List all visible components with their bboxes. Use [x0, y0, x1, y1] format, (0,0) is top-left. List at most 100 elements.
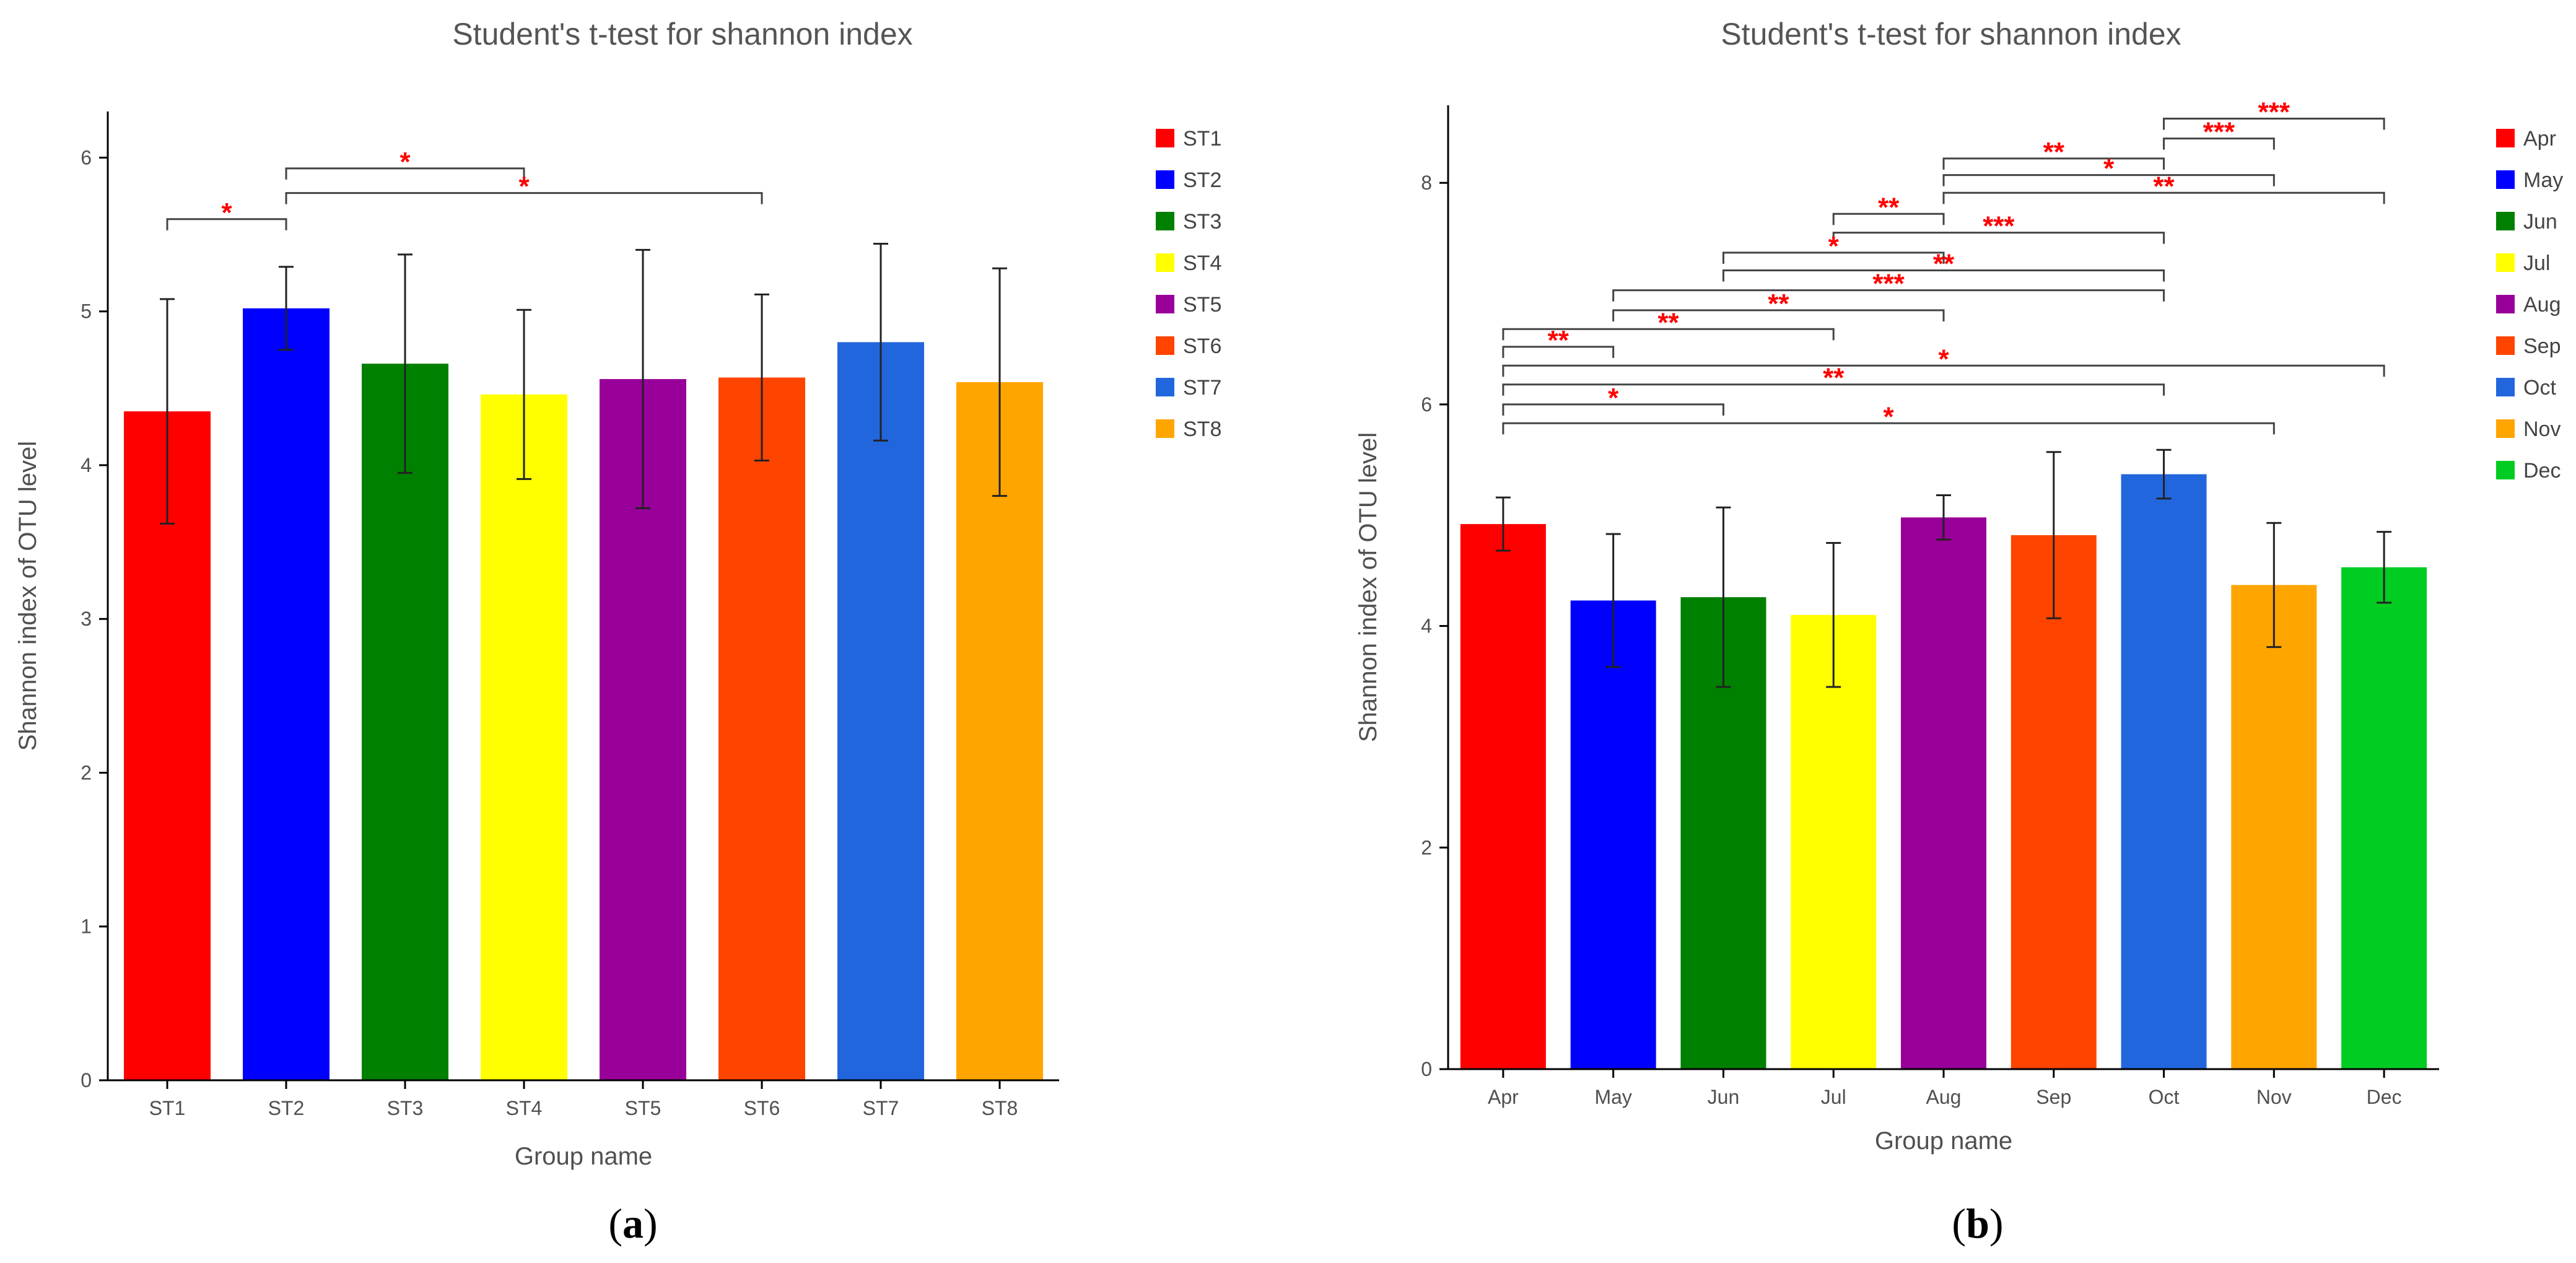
significance-label: * [1608, 383, 1619, 413]
caption-b-letter: b [1966, 1200, 1989, 1247]
significance-bracket-aug-oct [1942, 157, 2165, 170]
legend-label-oct: Oct [2523, 376, 2556, 400]
x-tick-label: May [1594, 1086, 1631, 1108]
x-axis-title: Group name [515, 1143, 652, 1170]
caption-b: (b) [1952, 1200, 2003, 1247]
significance-bracket-oct-dec [2163, 117, 2385, 130]
significance-label: ** [1933, 248, 1955, 279]
significance-label: * [221, 198, 232, 228]
significance-bracket-apr-jul [1502, 328, 1835, 341]
x-tick-label: ST8 [982, 1097, 1018, 1119]
bar-st7 [837, 342, 924, 1080]
significance-bracket-may-aug [1612, 309, 1945, 321]
legend-label-apr: Apr [2523, 127, 2556, 151]
bar-may [1570, 600, 1656, 1069]
significance-bracket-st2-st6 [285, 192, 763, 204]
y-tick-label: 6 [81, 146, 92, 168]
bar-oct [2121, 474, 2207, 1069]
legend-swatch-st7 [1156, 378, 1174, 396]
legend-label-st2: ST2 [1183, 168, 1221, 192]
significance-label: ** [1548, 325, 1570, 356]
significance-bracket-apr-nov [1502, 422, 2275, 435]
legend-swatch-oct [2496, 378, 2515, 396]
caption-a-letter: a [622, 1200, 644, 1247]
x-tick-label: ST4 [506, 1097, 543, 1119]
legend-label-st1: ST1 [1183, 127, 1221, 151]
legend-swatch-st1 [1156, 129, 1174, 147]
bar-sep [2011, 535, 2097, 1069]
significance-label: * [1884, 401, 1895, 432]
legend-swatch-sep [2496, 336, 2515, 355]
significance-bracket-may-oct [1612, 289, 2165, 302]
y-tick-label: 4 [1421, 615, 1432, 637]
svg-text:(b): (b) [1952, 1200, 2003, 1247]
significance-label: ** [1878, 192, 1900, 222]
significance-label: *** [2203, 117, 2235, 147]
legend-label-may: May [2523, 168, 2563, 192]
chart-title: Student's t-test for shannon index [1721, 17, 2181, 51]
y-tick-label: 3 [81, 608, 92, 630]
significance-bracket-oct-nov [2163, 138, 2275, 150]
bar-nov [2231, 585, 2317, 1069]
legend-label-st6: ST6 [1183, 334, 1221, 358]
bar-jul [1791, 614, 1877, 1069]
chart-a: Student's t-test for shannon index 0 1 2 3 4 5… [14, 17, 1221, 1170]
significance-label: *** [2258, 97, 2290, 127]
significance-bracket-jun-aug [1722, 251, 1945, 264]
significance-label: ** [1657, 307, 1679, 338]
legend-label-st7: ST7 [1183, 376, 1221, 400]
y-axis-title: Shannon index of OTU level [14, 441, 41, 751]
significance-label: * [399, 147, 411, 177]
significance-label: ** [1823, 363, 1845, 393]
chart-title: Student's t-test for shannon index [452, 17, 912, 51]
significance-bracket-aug-dec [1942, 191, 2385, 204]
x-tick-label: ST5 [625, 1097, 661, 1119]
x-tick-label: Nov [2256, 1086, 2292, 1108]
legend-label-st4: ST4 [1183, 251, 1221, 275]
x-tick-label: Aug [1926, 1086, 1962, 1108]
y-tick-label: 6 [1421, 393, 1432, 416]
bar-st8 [956, 382, 1043, 1080]
bar-st3 [362, 364, 448, 1081]
x-tick-label: Apr [1488, 1086, 1519, 1108]
x-tick-label: ST3 [387, 1097, 424, 1119]
significance-label: * [2103, 154, 2115, 184]
x-tick-label: Jul [1821, 1086, 1846, 1108]
significance-bracket-jul-oct [1832, 232, 2165, 244]
bar-dec [2341, 567, 2427, 1069]
x-axis-title: Group name [1875, 1127, 2012, 1155]
significance-bracket-apr-dec [1502, 364, 2385, 377]
bar-aug [1901, 517, 1986, 1069]
legend-swatch-st2 [1156, 170, 1174, 189]
legend-swatch-st8 [1156, 419, 1174, 438]
y-tick-label: 2 [1421, 836, 1432, 859]
significance-label: * [1938, 344, 1949, 374]
bar-st4 [481, 394, 567, 1080]
significance-bracket-jun-oct [1722, 269, 2165, 282]
y-tick-label: 0 [81, 1069, 92, 1091]
legend-swatch-st6 [1156, 336, 1174, 355]
caption-a: (a) [608, 1200, 657, 1247]
x-tick-label: ST6 [744, 1097, 780, 1119]
legend-label-aug: Aug [2523, 293, 2561, 317]
significance-bracket-aug-nov [1942, 174, 2275, 186]
svg-text:(a): (a) [608, 1200, 657, 1247]
legend-label-jul: Jul [2523, 251, 2550, 275]
legend-swatch-jun [2496, 212, 2515, 230]
significance-bracket-apr-may [1502, 346, 1615, 358]
legend-swatch-st3 [1156, 212, 1174, 230]
legend-swatch-st4 [1156, 253, 1174, 272]
y-tick-label: 8 [1421, 172, 1432, 194]
significance-bracket-jul-aug [1832, 212, 1945, 225]
legend-swatch-nov [2496, 419, 2515, 438]
bar-apr [1460, 524, 1546, 1069]
significance-label: * [1828, 231, 1840, 261]
y-tick-label: 4 [81, 454, 92, 476]
legend-swatch-jul [2496, 253, 2515, 272]
significance-bracket-apr-jun [1502, 403, 1724, 416]
y-tick-label: 1 [81, 916, 92, 938]
significance-label: * [518, 172, 530, 202]
x-tick-label: Oct [2149, 1086, 2180, 1108]
y-tick-label: 5 [81, 300, 92, 323]
